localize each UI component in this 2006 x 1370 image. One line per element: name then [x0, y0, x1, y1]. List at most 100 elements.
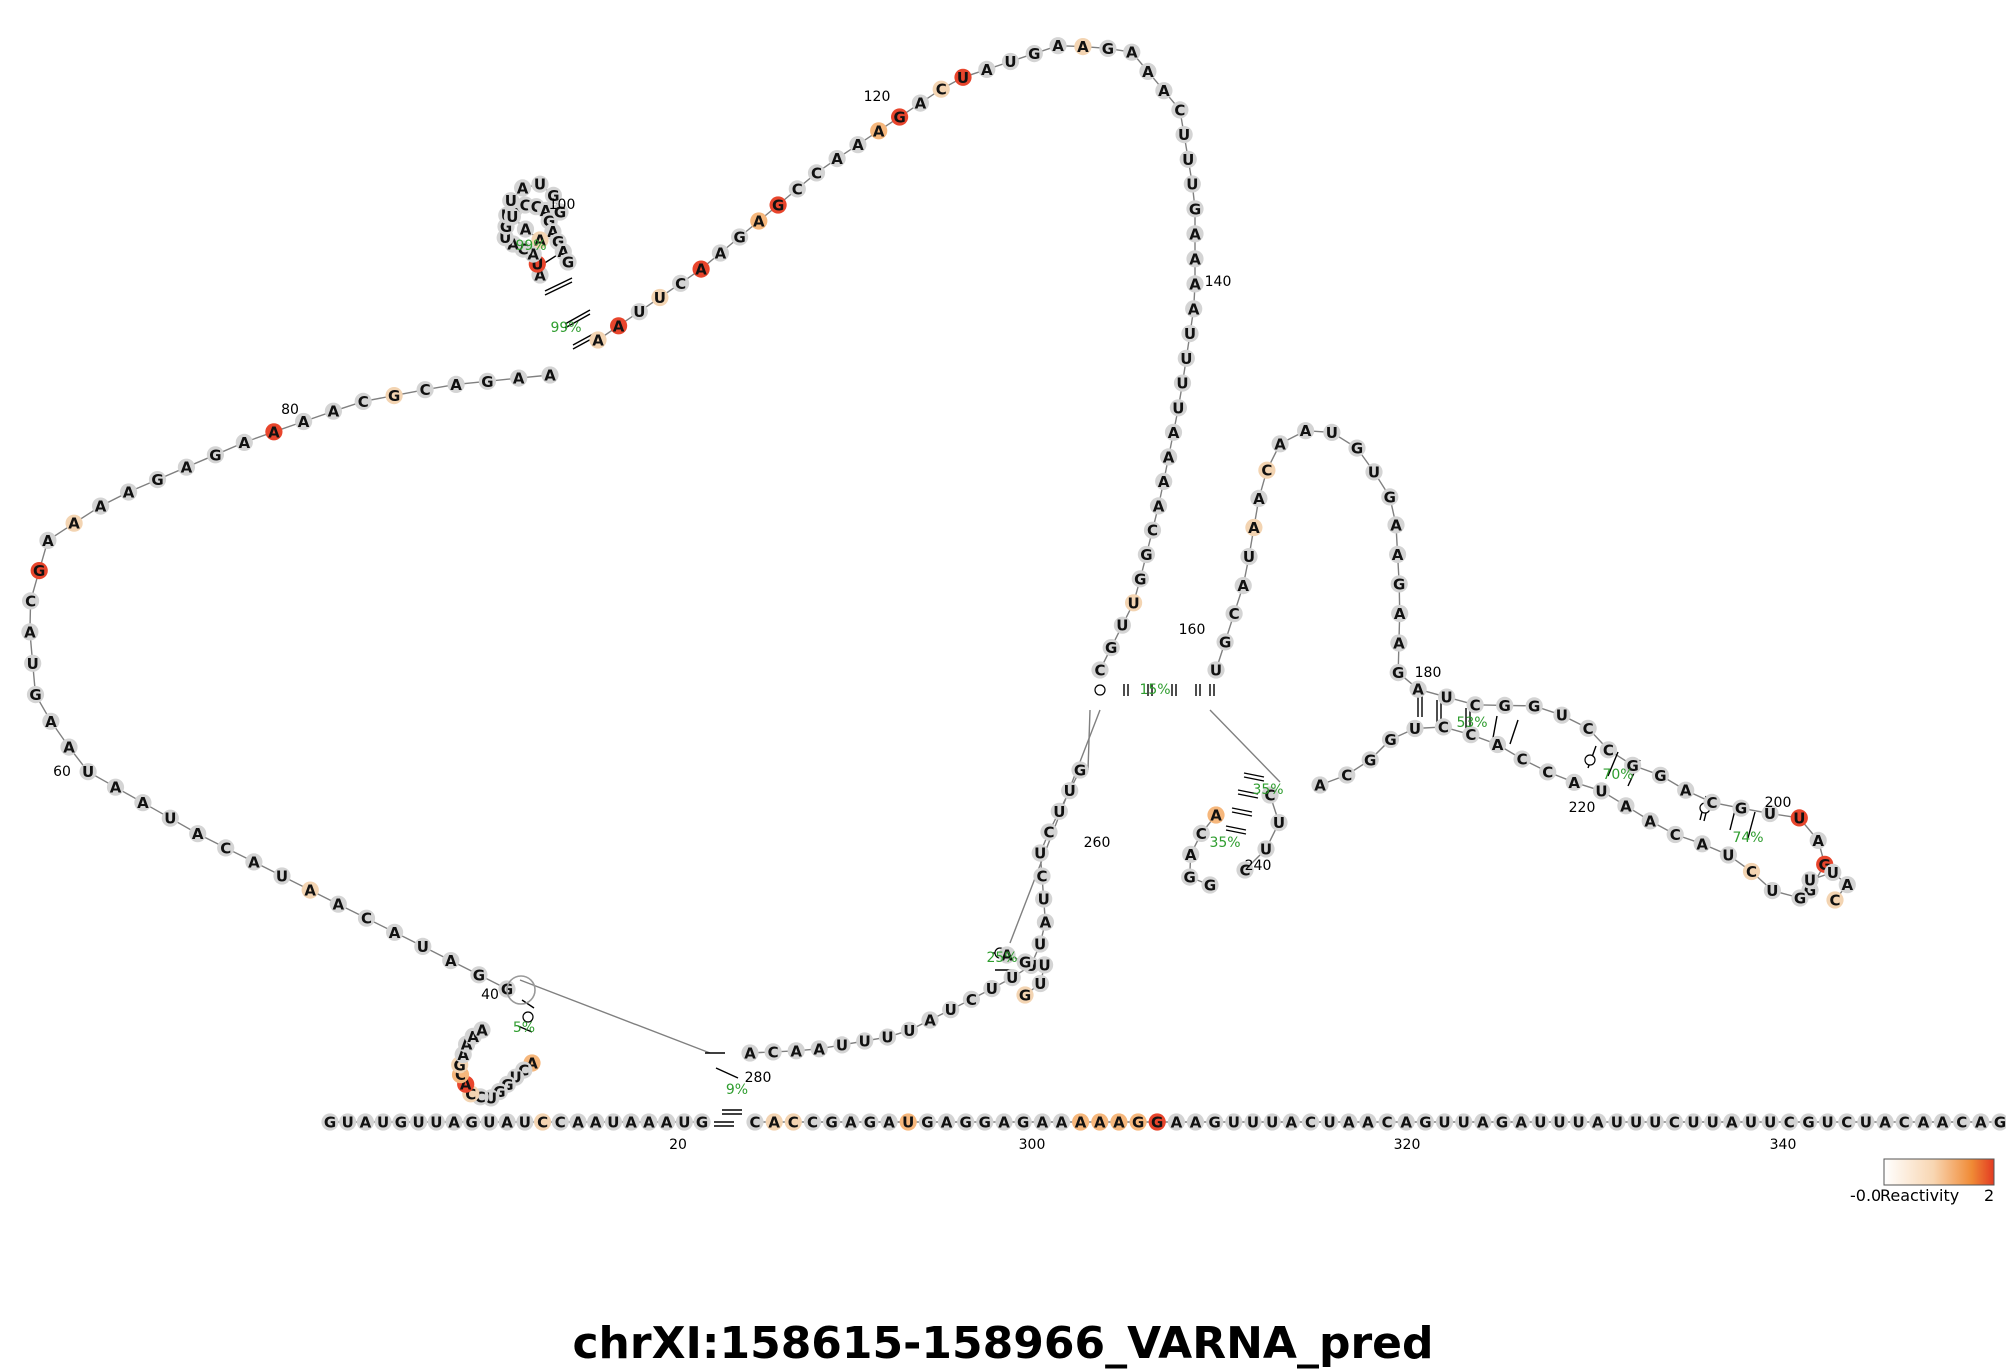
- nucleotide-letter: A: [1937, 1114, 1949, 1132]
- nucleotide: U: [954, 68, 972, 87]
- nucleotide: C: [1838, 1113, 1856, 1132]
- nucleotide-circle: [1016, 953, 1034, 971]
- nucleotide: G: [1014, 1113, 1032, 1132]
- nucleotide: A: [1391, 604, 1409, 623]
- nucleotide-circle: [1397, 1113, 1415, 1131]
- nucleotide: U: [374, 1113, 392, 1132]
- nucleotide-letter: A: [1343, 1114, 1355, 1132]
- nucleotide-circle: [711, 244, 730, 262]
- nucleotide-letter: G: [1105, 639, 1117, 657]
- nucleotide: C: [1033, 867, 1051, 886]
- nucleotide-circle: [587, 1113, 605, 1131]
- nucleotide: U: [1270, 814, 1288, 832]
- nucleotide-letter: G: [1189, 200, 1201, 218]
- nucleotide: A: [1617, 797, 1635, 815]
- nucleotide-letter: U: [1178, 126, 1190, 144]
- nucleotide-letter: G: [1393, 575, 1405, 593]
- nucleotide: U: [1036, 956, 1054, 974]
- nucleotide-circle: [1824, 863, 1842, 882]
- gu-pair-marker: [522, 1011, 534, 1023]
- base-pair: [1225, 829, 1247, 835]
- nucleotide: U: [1531, 1113, 1549, 1132]
- nucleotide-circle: [1186, 200, 1204, 218]
- nucleotide-circle: [1933, 1113, 1952, 1131]
- nucleotide: U: [1323, 423, 1341, 442]
- nucleotide-letter: U: [881, 1029, 893, 1047]
- nucleotide: C: [1780, 1113, 1798, 1132]
- nucleotide-circle: [891, 108, 909, 126]
- nucleotide-circle: [1525, 697, 1543, 715]
- nucleotide: U: [856, 1032, 874, 1051]
- pair-probability-labels: 99% 99% 5% 9% 25% 15% 53% 70% 74% 35% 35…: [513, 238, 1764, 1098]
- nucleotide-circle: [1665, 1113, 1683, 1131]
- nucleotide-letter: A: [572, 1114, 584, 1132]
- nucleotide-letter: G: [1419, 1114, 1431, 1132]
- nucleotide-letter: C: [1438, 718, 1449, 736]
- nucleotide-letter: A: [1185, 846, 1197, 864]
- nucleotide-letter: A: [915, 95, 927, 113]
- nucleotide: G: [1348, 439, 1366, 458]
- nucleotide-letter: U: [1534, 1114, 1546, 1132]
- nucleotide: G: [463, 1113, 481, 1132]
- nucleotide: U: [1169, 399, 1187, 417]
- nucleotide-letter: U: [654, 289, 666, 307]
- nucleotide-letter: C: [788, 1114, 799, 1132]
- nucleotide: G: [1201, 876, 1219, 895]
- nucleotide-circle: [878, 1028, 897, 1046]
- nucleotide-circle: [849, 136, 867, 154]
- nucleotide-letter: A: [1142, 63, 1154, 81]
- nucleotide-circle: [976, 1113, 994, 1131]
- nucleotide: A: [21, 623, 39, 641]
- nucleotide: U: [1570, 1113, 1588, 1132]
- nucleotide: A: [610, 317, 628, 335]
- nucleotide: C: [1301, 1113, 1320, 1132]
- nucleotide-circle: [1646, 1113, 1664, 1131]
- nucleotide-circle: [787, 1042, 805, 1060]
- nucleotide-circle: [1167, 1113, 1185, 1131]
- nucleotide-circle: [1052, 1113, 1071, 1131]
- nucleotide-letter: G: [1794, 890, 1806, 908]
- nucleotide-letter: A: [1126, 44, 1138, 62]
- nucleotide-letter: A: [137, 794, 149, 812]
- nucleotide: A: [1186, 225, 1204, 243]
- nucleotide-circle: [1761, 804, 1779, 823]
- nucleotide-letter: G: [466, 1114, 478, 1132]
- nucleotide: U: [1761, 804, 1779, 823]
- nucleotide-letter: A: [238, 434, 250, 452]
- nucleotide-circle: [1704, 1113, 1722, 1131]
- nucleotide-letter: C: [518, 1062, 529, 1080]
- nucleotide-circle: [1589, 1113, 1607, 1131]
- nucleotide: A: [640, 1113, 658, 1132]
- nucleotide: G: [1131, 570, 1149, 588]
- index-label: 120: [864, 89, 891, 105]
- nucleotide-letter: C: [475, 1088, 486, 1106]
- nucleotide: A: [1036, 913, 1054, 932]
- base-pair: [715, 1067, 739, 1079]
- nucleotide: U: [1824, 863, 1842, 882]
- base-pair: [1231, 807, 1253, 813]
- nucleotide-circle: [1155, 472, 1173, 490]
- nucleotide: G: [1129, 1113, 1147, 1132]
- nucleotide-circle: [1608, 1113, 1626, 1131]
- nucleotide-circle: [1624, 756, 1642, 774]
- nucleotide-letter: U: [1860, 1114, 1872, 1132]
- nucleotide-circle: [1102, 639, 1120, 657]
- nucleotide-circle: [1125, 594, 1143, 612]
- nucleotide-circle: [1391, 604, 1409, 623]
- nucleotide-letter: C: [749, 1114, 760, 1132]
- nucleotide-letter: A: [448, 1114, 460, 1132]
- nucleotide-circle: [954, 68, 972, 86]
- nucleotide: U: [1435, 1113, 1454, 1132]
- nucleotide-circle: [1434, 718, 1452, 736]
- nucleotide-circle: [1474, 1113, 1492, 1131]
- nucleotide: A: [692, 260, 710, 279]
- nucleotide-circle: [1799, 1113, 1818, 1131]
- nucleotide: A: [1933, 1113, 1952, 1132]
- nucleotide-letter: A: [1392, 546, 1404, 564]
- nucleotide: G: [957, 1113, 975, 1132]
- nucleotide-circle: [1206, 1113, 1224, 1131]
- nucleotide-letter: C: [1094, 662, 1105, 680]
- nucleotide-letter: A: [744, 1045, 756, 1063]
- nucleotide-letter: U: [1326, 424, 1338, 442]
